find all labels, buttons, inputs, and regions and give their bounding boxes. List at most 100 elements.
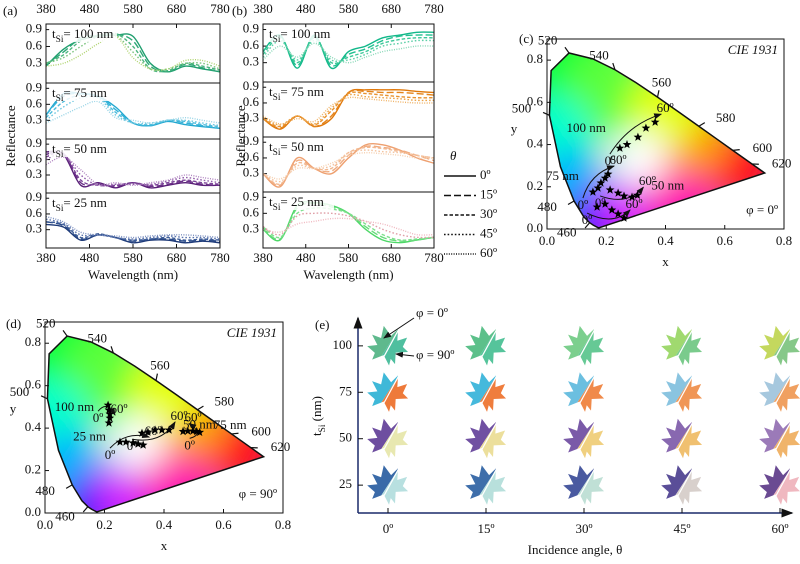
x-tick-label: 0.8 (275, 517, 291, 532)
y-tick-label: 0.9 (243, 21, 259, 36)
leaf (367, 325, 409, 366)
color-point (613, 209, 623, 218)
x-tick-label: 480 (80, 250, 100, 265)
panel-label: (b) (232, 3, 247, 18)
x-tick-label: 580 (339, 1, 359, 16)
y-tick-label: 0.3 (243, 220, 259, 235)
x-tick-label: 0.8 (776, 233, 792, 248)
annotation-bg (266, 85, 334, 100)
start-label: 0º (595, 195, 606, 210)
series-name: 100 nm (55, 399, 94, 414)
subscript: Si (56, 35, 64, 45)
color-point (192, 426, 202, 436)
annotation-bg (49, 142, 117, 157)
wavelength-label: 460 (557, 224, 577, 239)
reflectance-line (262, 39, 435, 63)
y-tick-label: 0.4 (527, 136, 544, 151)
color-point (596, 178, 606, 187)
end-label: 60º (657, 100, 674, 115)
x-tick-label: 680 (382, 1, 402, 16)
color-point (157, 425, 167, 434)
x-tick-label: 380 (36, 250, 56, 265)
y-tick-label: 0.2 (25, 462, 41, 477)
y-tick-label: 0.9 (26, 79, 42, 94)
color-point (195, 427, 205, 437)
leaf-phi0 (661, 465, 703, 505)
symbol: t (309, 432, 324, 436)
subplot-frame (262, 191, 435, 249)
x-tick-label: 0.6 (215, 517, 232, 532)
start-label: 0º (184, 437, 195, 452)
leaf-vein (478, 375, 498, 409)
color-point (164, 425, 174, 434)
leaf-vein (772, 467, 792, 502)
start-label: 0º (93, 410, 104, 425)
series-name: 100 nm (567, 120, 606, 135)
y-tick-label: 0.3 (26, 221, 42, 236)
y-tick-label: 0.0 (527, 220, 543, 235)
color-point (183, 426, 193, 435)
reflectance-line (45, 33, 221, 72)
wavelength-label: 620 (271, 439, 291, 454)
color-point (104, 405, 114, 414)
angle-arrow (599, 186, 644, 200)
y-axis-label: tSi (nm) (309, 396, 328, 436)
subscript: Si (273, 93, 281, 103)
wavelength-label: 580 (716, 110, 736, 125)
color-point (622, 140, 632, 149)
leaf-vein (576, 421, 596, 456)
y-tick-label: 0.3 (243, 54, 259, 69)
leaf-vein (772, 328, 792, 363)
y-tick-label: 0.6 (243, 94, 260, 109)
leaf-vein (674, 467, 694, 502)
color-point (593, 183, 603, 192)
leaf-vein (478, 328, 498, 363)
color-point (105, 413, 115, 422)
color-point (633, 190, 642, 199)
locus-tick (197, 405, 204, 411)
color-point (128, 438, 138, 447)
annotation: tSi= 100 nm (269, 26, 330, 45)
y-tick-label: 0.3 (243, 165, 259, 180)
y-tick-label: 0.0 (25, 504, 41, 519)
spectral-locus (548, 52, 767, 229)
leaf-vein (674, 375, 694, 409)
y-tick-label: 0.9 (26, 135, 42, 150)
reflectance-line (45, 92, 221, 130)
x-tick-label: 780 (424, 1, 444, 16)
corner-text: CIE 1931 (728, 42, 778, 57)
reflectance-line (45, 93, 221, 128)
color-point (613, 188, 623, 197)
leaf-phi0 (661, 372, 703, 412)
angle-arrow (586, 209, 631, 220)
reflectance-line (262, 146, 435, 185)
color-point (150, 425, 160, 434)
locus-tick (564, 46, 570, 54)
y-tick-label: 0.3 (26, 111, 42, 126)
color-point (619, 213, 629, 222)
leaf (367, 372, 409, 412)
y-tick-label: 0.9 (243, 188, 259, 203)
leaf-vein (380, 375, 400, 409)
leaf-phi0 (759, 372, 800, 412)
color-point (627, 192, 637, 201)
x-tick-label: 15º (477, 521, 494, 536)
symbol: t (269, 84, 273, 99)
x-tick-label: 0.4 (156, 517, 173, 532)
locus-tick (584, 222, 591, 229)
legend-label: 30º (480, 206, 497, 221)
x-tick-label: 480 (296, 250, 316, 265)
color-point (615, 143, 625, 152)
panel-label: (a) (3, 3, 17, 18)
y-axis-label: y (511, 121, 518, 136)
x-tick-label: 0.0 (37, 517, 53, 532)
legend-label: 15º (480, 186, 497, 201)
leaf-phi0 (465, 325, 507, 366)
panel-label: (c) (519, 31, 533, 46)
leaf (465, 465, 507, 505)
x-tick-label: 30º (575, 521, 592, 536)
leaf-vein (674, 328, 694, 363)
reflectance-line (262, 142, 435, 188)
locus-tick (656, 90, 660, 98)
